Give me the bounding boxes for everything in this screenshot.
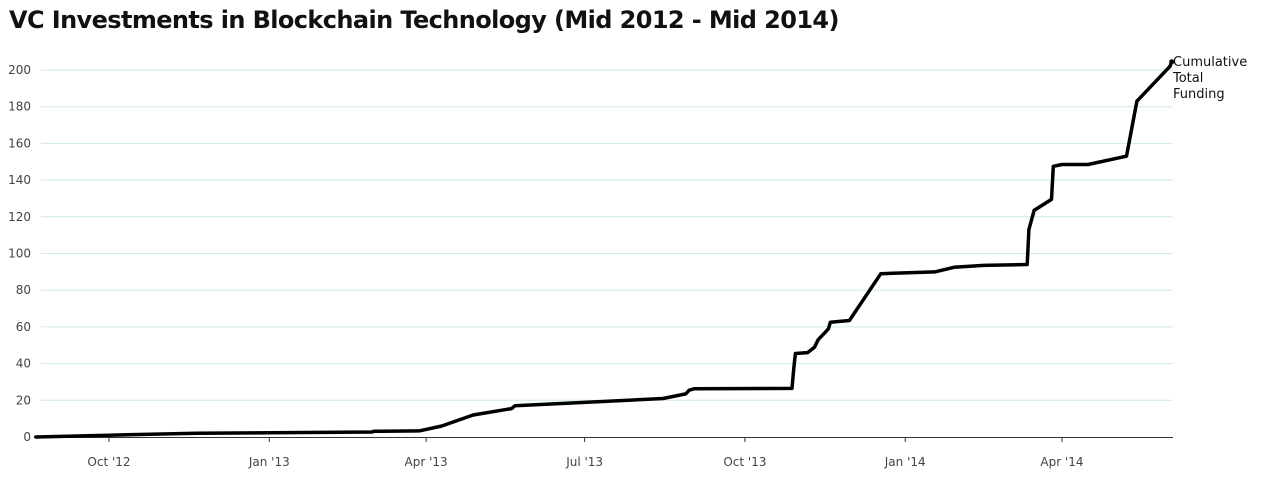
series-label: Cumulative Total Funding: [1172, 55, 1247, 102]
series-group: Cumulative Total Funding: [34, 55, 1247, 439]
x-tick-label: Jul '13: [565, 455, 603, 469]
x-tick-label: Apr '14: [1040, 455, 1083, 469]
x-tick-label: Jan '13: [248, 455, 290, 469]
y-tick-label: 0: [23, 430, 31, 444]
x-tick-label: Apr '13: [405, 455, 448, 469]
y-tick-label: 40: [16, 357, 31, 371]
x-tick-label: Oct '13: [723, 455, 766, 469]
y-tick-label: 200: [8, 63, 31, 77]
y-tick-label: 60: [16, 320, 31, 334]
x-tick-label: Jan '14: [884, 455, 926, 469]
y-tick-label: 180: [8, 100, 31, 114]
x-axis: Oct '12 Jan '13 Apr '13 Jul '13 Oct '13 Jan '…: [41, 437, 1173, 469]
y-tick-label: 160: [8, 136, 31, 150]
y-tick-label: 100: [8, 247, 31, 261]
y-axis: 0 20 40 60 80 100 120 140 160 180 200: [8, 63, 31, 444]
x-tick-label: Oct '12: [87, 455, 130, 469]
series-line: [34, 59, 1174, 439]
y-tick-label: 140: [8, 173, 31, 187]
y-tick-label: 120: [8, 210, 31, 224]
chart-title: VC Investments in Blockchain Technology …: [9, 6, 840, 34]
y-tick-label: 80: [16, 283, 31, 297]
y-tick-label: 20: [16, 393, 31, 407]
y-gridlines: [41, 69, 1173, 401]
series-end-point: [1169, 59, 1175, 65]
